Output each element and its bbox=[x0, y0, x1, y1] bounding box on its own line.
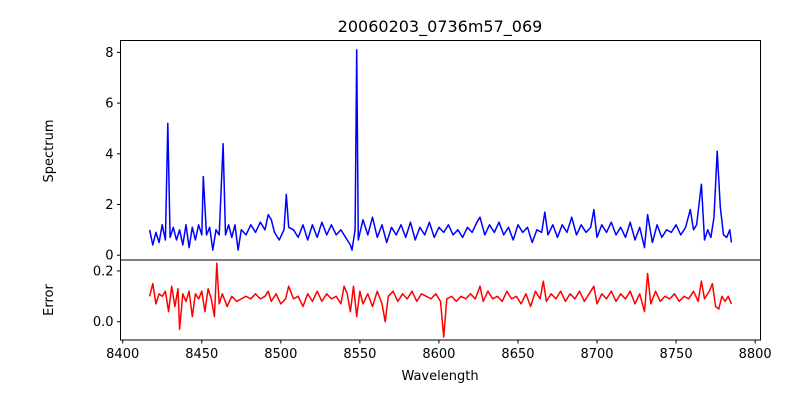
x-tick-label: 8650 bbox=[501, 347, 534, 362]
spectrum-axes-frame bbox=[120, 40, 761, 261]
x-tick-label: 8550 bbox=[343, 347, 376, 362]
chart-title: 20060203_0736m57_069 bbox=[338, 17, 543, 37]
spectrum-y-tick-label: 4 bbox=[105, 147, 113, 162]
x-tick-label: 8600 bbox=[422, 347, 455, 362]
x-tick-label: 8450 bbox=[185, 347, 218, 362]
spectrum-y-tick-label: 8 bbox=[105, 46, 113, 61]
x-tick-label: 8800 bbox=[739, 347, 772, 362]
error-y-tick-label: 0.0 bbox=[93, 315, 114, 330]
x-tick-label: 8750 bbox=[660, 347, 693, 362]
error-axes-frame bbox=[120, 259, 761, 341]
x-axis-label: Wavelength bbox=[401, 369, 478, 384]
y-axis-label-error: Error bbox=[42, 284, 57, 316]
spectrum-y-tick-label: 6 bbox=[105, 97, 113, 112]
x-tick-label: 8700 bbox=[580, 347, 613, 362]
spectrum-series-line bbox=[148, 49, 733, 251]
error-series-line bbox=[148, 262, 733, 338]
x-tick-label: 8500 bbox=[264, 347, 297, 362]
error-y-tick-label: 0.2 bbox=[93, 264, 114, 279]
x-tick-label: 8400 bbox=[106, 347, 139, 362]
y-axis-label-spectrum: Spectrum bbox=[42, 120, 57, 183]
spectrum-y-tick-label: 0 bbox=[105, 249, 113, 264]
spectrum-y-tick-label: 2 bbox=[105, 198, 113, 213]
